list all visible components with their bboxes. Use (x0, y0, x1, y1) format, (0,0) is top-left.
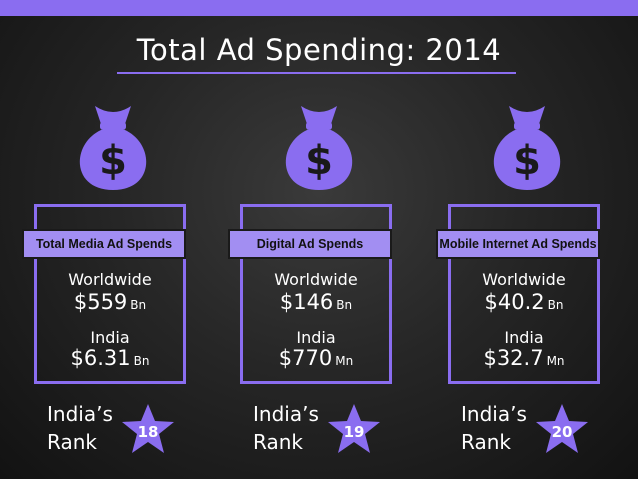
rank-label-line2: Rank (461, 430, 511, 454)
card-label: Digital Ad Spends (228, 229, 392, 259)
card-total-media: $ Total Media Ad Spends Worldwide $559 Bn… (22, 0, 198, 479)
india-label: India (504, 328, 544, 347)
title-underline (117, 72, 516, 74)
india-unit: Bn (133, 354, 150, 368)
rank-label-line2: Rank (47, 430, 97, 454)
india-value: $32.7 Mn (448, 346, 600, 370)
rank-label: India’s Rank (461, 400, 551, 456)
india-label: India (90, 328, 130, 347)
rank-number: 20 (552, 423, 573, 441)
page-title: Total Ad Spending: 2014 (136, 33, 502, 67)
card-mobile-internet: $ Mobile Internet Ad Spends Worldwide $4… (436, 0, 612, 479)
money-bag-icon: $ (285, 106, 353, 190)
worldwide-unit: Bn (547, 298, 564, 312)
top-accent-bar (0, 0, 638, 16)
rank-label-line1: India’s (47, 402, 113, 426)
worldwide-amount: $40.2 (484, 290, 545, 314)
india-label: India (296, 328, 336, 347)
star-icon: 20 (536, 404, 588, 453)
worldwide-value: $40.2 Bn (448, 290, 600, 314)
rank-label: India’s Rank (47, 400, 137, 456)
star-icon: 19 (328, 404, 380, 453)
star-icon: 18 (122, 404, 174, 453)
rank-label-line1: India’s (253, 402, 319, 426)
india-amount: $32.7 (483, 346, 544, 370)
worldwide-label: Worldwide (274, 270, 358, 289)
worldwide-amount: $146 (279, 290, 334, 314)
card-label: Total Media Ad Spends (22, 229, 186, 259)
money-bag-icon: $ (493, 106, 561, 190)
worldwide-amount: $559 (73, 290, 128, 314)
worldwide-unit: Bn (130, 298, 147, 312)
india-value: $770 Mn (240, 346, 392, 370)
bag-symbol: $ (99, 138, 127, 184)
india-value: $6.31 Bn (34, 346, 186, 370)
card-digital: $ Digital Ad Spends Worldwide $146 Bn Ind… (228, 0, 404, 479)
worldwide-label: Worldwide (68, 270, 152, 289)
money-bag-icon: $ (79, 106, 147, 190)
india-amount: $770 (278, 346, 333, 370)
worldwide-unit: Bn (336, 298, 353, 312)
rank-label-line1: India’s (461, 402, 527, 426)
india-amount: $6.31 (70, 346, 131, 370)
india-unit: Mn (335, 354, 354, 368)
rank-label: India’s Rank (253, 400, 343, 456)
card-label: Mobile Internet Ad Spends (436, 229, 600, 259)
card-panel (448, 204, 600, 384)
worldwide-value: $559 Bn (34, 290, 186, 314)
india-unit: Mn (546, 354, 565, 368)
card-panel (34, 204, 186, 384)
bag-symbol: $ (513, 138, 541, 184)
rank-number: 18 (138, 423, 159, 441)
rank-label-line2: Rank (253, 430, 303, 454)
rank-number: 19 (344, 423, 365, 441)
card-panel (240, 204, 392, 384)
worldwide-label: Worldwide (482, 270, 566, 289)
bag-symbol: $ (305, 138, 333, 184)
worldwide-value: $146 Bn (240, 290, 392, 314)
